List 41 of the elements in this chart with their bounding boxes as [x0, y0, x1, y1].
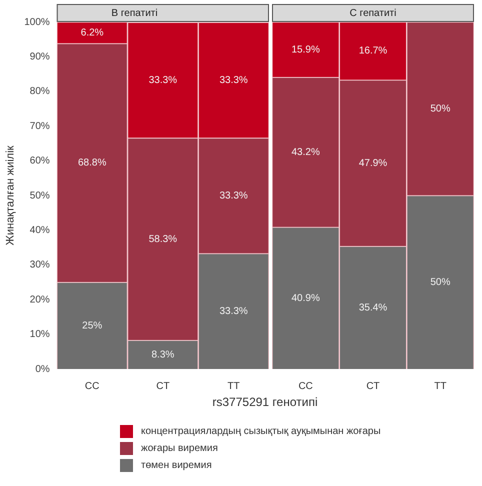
legend-label: жоғары виремия — [141, 443, 218, 454]
x-tick-label: CC — [298, 380, 313, 392]
y-axis-title: Жинақталған жиілік — [4, 145, 17, 246]
data-label: 50% — [430, 277, 450, 288]
x-tick-label: TT — [228, 380, 240, 392]
data-label: 15.9% — [291, 44, 320, 56]
y-tick-label: 50% — [30, 190, 50, 202]
data-label: 25% — [82, 320, 102, 332]
y-tick-label: 90% — [30, 51, 50, 62]
y-tick-label: 100% — [24, 16, 50, 28]
data-label: 68.8% — [78, 158, 106, 169]
y-tick-label: 30% — [30, 260, 50, 271]
y-tick-label: 0% — [35, 364, 50, 375]
data-label: 58.3% — [148, 234, 178, 245]
data-label: 6.2% — [80, 28, 104, 39]
data-label: 35.4% — [358, 302, 388, 314]
y-tick-label: 60% — [30, 156, 50, 167]
y-tick-label: 80% — [30, 86, 50, 98]
x-tick-label: CT — [366, 380, 380, 392]
y-tick-label: 20% — [30, 294, 50, 306]
chart-title: С гепатиті — [350, 8, 396, 19]
y-tick-label: 10% — [30, 329, 50, 340]
x-tick-label: CC — [84, 380, 100, 392]
legend-label: концентрациялардың сызықтық ауқымынан жоғары — [141, 426, 381, 437]
data-label: 33.3% — [148, 74, 178, 86]
y-tick-label: 40% — [30, 224, 50, 236]
data-label: 50% — [430, 104, 450, 114]
y-tick-label: 70% — [30, 120, 50, 132]
data-label: 33.3% — [219, 306, 248, 317]
data-label: 47.9% — [358, 158, 388, 169]
data-label: 16.7% — [358, 46, 388, 57]
data-label: 8.3% — [151, 349, 174, 360]
x-axis-title: rs3775291 генотипі — [211, 395, 319, 409]
data-label: 33.3% — [219, 74, 248, 86]
data-label: 40.9% — [291, 292, 320, 304]
data-label: 43.2% — [291, 146, 320, 158]
x-tick-label: TT — [434, 380, 446, 392]
chart-title: В гепатиті — [111, 8, 158, 19]
x-tick-label: CT — [156, 380, 170, 392]
legend-label: төмен виремия — [141, 460, 212, 471]
data-label: 33.3% — [219, 190, 248, 202]
